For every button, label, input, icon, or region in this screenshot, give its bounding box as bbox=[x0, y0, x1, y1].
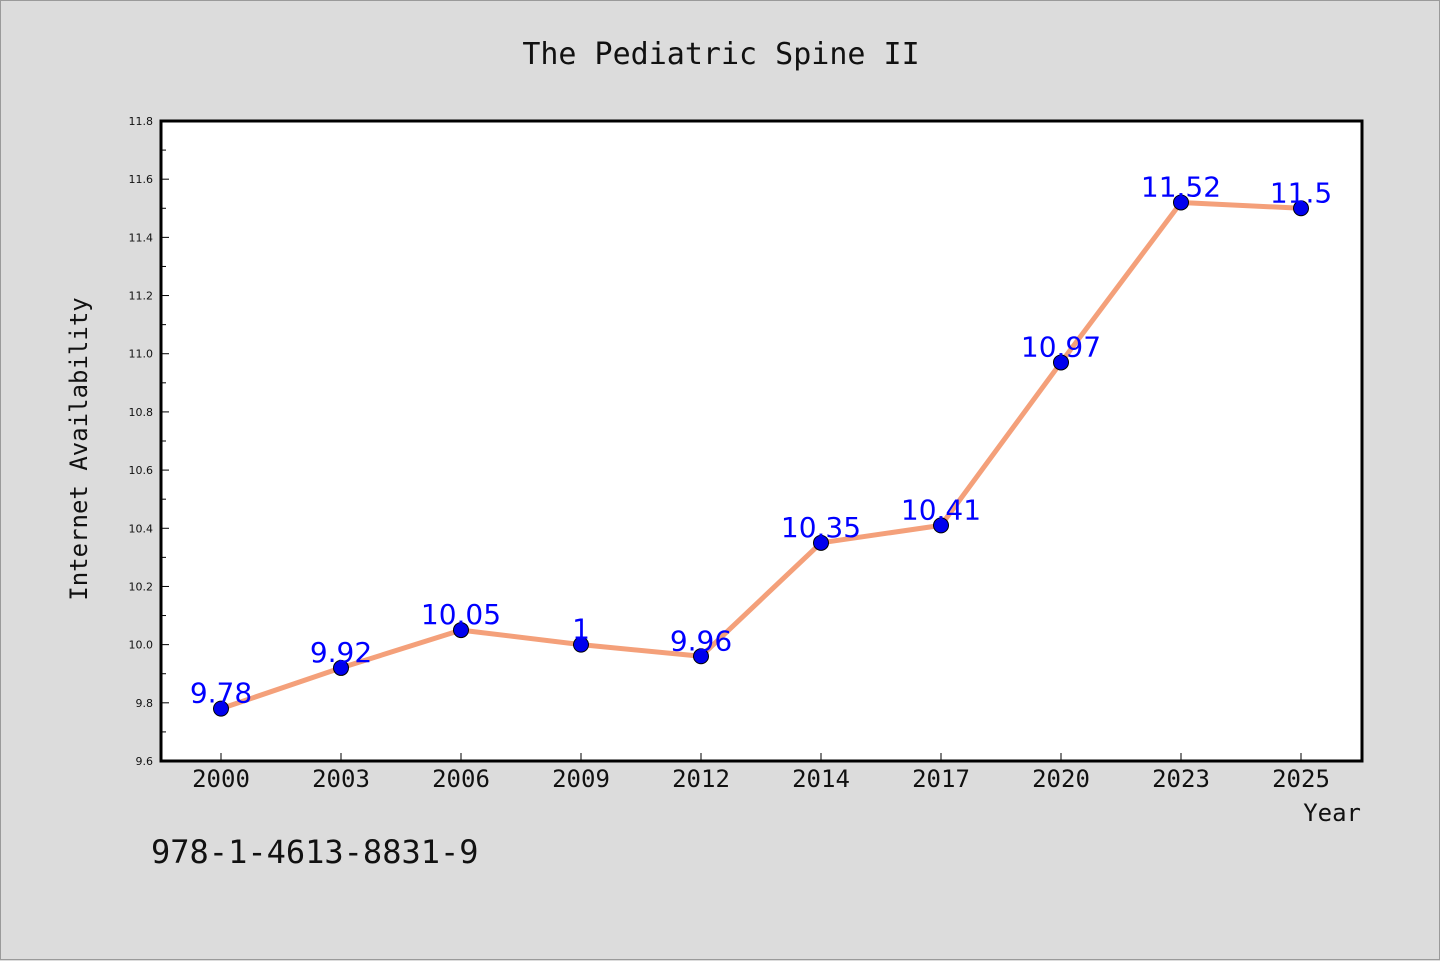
y-tick-label: 11.2 bbox=[129, 290, 154, 303]
data-point bbox=[813, 534, 829, 551]
data-label: 1 bbox=[572, 613, 590, 646]
y-tick-label: 10.4 bbox=[129, 522, 154, 535]
y-tick-label: 11.6 bbox=[129, 173, 154, 186]
series-markers bbox=[213, 194, 1309, 717]
x-tick-label: 2025 bbox=[1272, 765, 1330, 793]
data-label: 9.78 bbox=[190, 677, 252, 710]
data-point bbox=[333, 659, 349, 676]
data-label: 11.52 bbox=[1141, 170, 1221, 203]
x-axis: 2000 2003 2006 2009 2012 2014 2017 2020 2023 2025 bbox=[192, 753, 1330, 793]
x-axis-label: Year bbox=[1303, 799, 1361, 827]
y-tick-label: 11.4 bbox=[129, 231, 154, 244]
y-tick-label: 10.6 bbox=[129, 464, 154, 477]
x-tick-label: 2000 bbox=[192, 765, 250, 793]
data-point bbox=[213, 700, 229, 717]
data-label: 10.41 bbox=[901, 493, 981, 526]
data-point bbox=[1293, 200, 1309, 217]
x-tick-label: 2023 bbox=[1152, 765, 1210, 793]
x-tick-label: 2003 bbox=[312, 765, 370, 793]
data-label: 9.92 bbox=[310, 636, 372, 669]
data-point bbox=[573, 636, 589, 653]
y-tick-label: 11.0 bbox=[129, 348, 154, 361]
x-tick-label: 2014 bbox=[792, 765, 850, 793]
chart-title: The Pediatric Spine II bbox=[522, 37, 919, 72]
isbn-text: 978-1-4613-8831-9 bbox=[151, 833, 479, 871]
y-tick-label: 11.8 bbox=[129, 115, 154, 128]
y-axis-label: Internet Availability bbox=[65, 297, 93, 600]
data-label: 10.97 bbox=[1021, 330, 1101, 363]
data-label: 11.5 bbox=[1270, 176, 1332, 209]
y-tick-label: 10.8 bbox=[129, 406, 154, 419]
series-line bbox=[218, 199, 1304, 712]
x-tick-label: 2006 bbox=[432, 765, 490, 793]
data-label: 9.96 bbox=[670, 624, 732, 657]
data-point bbox=[693, 648, 709, 665]
data-labels: 9.78 9.92 10.05 1 9.96 10.35 10.41 10.97 11.52 11… bbox=[190, 170, 1332, 709]
data-label: 10.35 bbox=[781, 511, 861, 544]
x-tick-label: 2012 bbox=[672, 765, 730, 793]
y-tick-label: 9.6 bbox=[136, 755, 154, 768]
data-point bbox=[933, 517, 949, 534]
x-tick-label: 2020 bbox=[1032, 765, 1090, 793]
y-axis: 9.6 9.8 10.0 10.2 10.4 10.6 10.8 11.0 11.2 11.4 11… bbox=[129, 115, 169, 768]
data-point bbox=[1173, 194, 1189, 211]
data-point bbox=[453, 622, 469, 639]
y-tick-label: 10.0 bbox=[129, 639, 154, 652]
data-point bbox=[1053, 354, 1069, 371]
data-label: 10.05 bbox=[421, 598, 501, 631]
x-tick-label: 2017 bbox=[912, 765, 970, 793]
y-tick-label: 9.8 bbox=[136, 697, 154, 710]
x-tick-label: 2009 bbox=[552, 765, 610, 793]
y-tick-label: 10.2 bbox=[129, 580, 154, 593]
series-lines bbox=[218, 199, 1304, 712]
